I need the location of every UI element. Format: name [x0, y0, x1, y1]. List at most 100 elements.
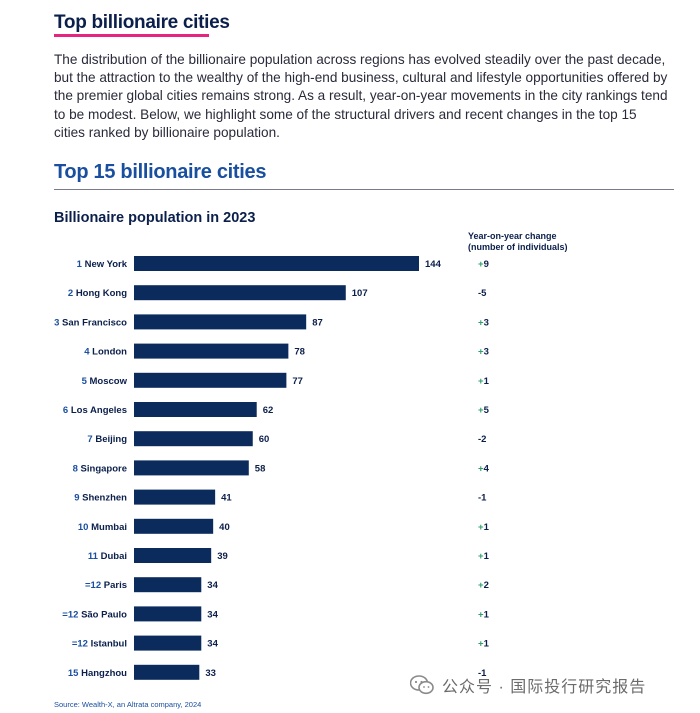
value-label: 87 — [312, 317, 323, 328]
source-note: Source: Wealth-X, an Altrata company, 20… — [54, 700, 202, 709]
rank-label: 7 — [87, 434, 95, 445]
yoy-number: 1 — [484, 609, 490, 620]
yoy-header-line1: Year-on-year change — [468, 231, 557, 241]
value-label: 39 — [217, 551, 228, 562]
yoy-number: 2 — [481, 434, 486, 445]
category-label: 7 Beijing — [87, 434, 127, 445]
yoy-number: 1 — [484, 551, 490, 562]
bar — [134, 314, 307, 330]
value-label: 33 — [205, 668, 216, 679]
rank-label: 15 — [68, 668, 81, 679]
value-label: 62 — [263, 405, 274, 416]
yoy-sign: - — [478, 493, 481, 504]
rank-label: =12 — [72, 639, 91, 650]
chart-heading: Top 15 billionaire cities — [54, 161, 267, 183]
yoy-change-label: +1 — [478, 609, 490, 620]
yoy-change-label: +1 — [478, 551, 490, 562]
value-label: 40 — [219, 522, 230, 533]
city-label: New York — [85, 259, 128, 270]
bar — [134, 518, 214, 534]
yoy-sign: + — [478, 639, 484, 650]
category-label: 10 Mumbai — [78, 522, 127, 533]
yoy-sign: + — [478, 551, 484, 562]
category-label: 15 Hangzhou — [68, 668, 127, 679]
yoy-number: 1 — [484, 639, 490, 650]
watermark: 公众号 · 国际投行研究报告 — [410, 673, 646, 697]
rank-label: 5 — [82, 376, 90, 387]
yoy-change-label: -5 — [478, 288, 487, 299]
city-label: Beijing — [95, 434, 127, 445]
yoy-number: 1 — [481, 668, 487, 679]
yoy-sign: + — [478, 376, 484, 387]
category-label: 2 Hong Kong — [68, 288, 127, 299]
city-label: Dubai — [101, 551, 127, 562]
yoy-number: 3 — [484, 347, 489, 358]
rank-label: 6 — [63, 405, 71, 416]
category-label: 1 New York — [77, 259, 128, 270]
rank-label: 11 — [88, 551, 101, 562]
bar — [134, 402, 257, 417]
city-label: Los Angeles — [71, 405, 127, 416]
yoy-change-label: +2 — [478, 580, 489, 591]
value-label: 34 — [207, 580, 218, 591]
chart-divider — [54, 189, 674, 190]
rank-label: 9 — [74, 493, 82, 504]
bar — [134, 606, 202, 622]
city-label: Hangzhou — [81, 668, 127, 679]
yoy-change-label: +9 — [478, 259, 489, 270]
yoy-sign: + — [478, 317, 484, 328]
yoy-number: 9 — [484, 259, 489, 270]
category-label: =12 Paris — [85, 580, 127, 591]
bar — [134, 343, 289, 359]
yoy-number: 1 — [481, 493, 487, 504]
city-label: Hong Kong — [76, 288, 127, 299]
yoy-sign: + — [478, 347, 484, 358]
bar — [134, 285, 346, 301]
yoy-number: 2 — [484, 580, 489, 591]
value-label: 34 — [207, 639, 218, 650]
category-label: 6 Los Angeles — [63, 405, 127, 416]
city-label: Shenzhen — [82, 493, 127, 504]
value-label: 60 — [259, 434, 270, 445]
yoy-sign: + — [478, 259, 484, 270]
category-label: =12 Istanbul — [72, 639, 127, 650]
yoy-sign: + — [478, 580, 484, 591]
yoy-change-label: +1 — [478, 639, 490, 650]
yoy-number: 1 — [484, 522, 490, 533]
value-label: 77 — [292, 376, 303, 387]
yoy-change-label: -1 — [478, 668, 487, 679]
yoy-change-label: -1 — [478, 493, 487, 504]
rank-label: 8 — [73, 463, 81, 474]
yoy-sign: - — [478, 668, 481, 679]
chart-subtitle: Billionaire population in 2023 — [54, 210, 256, 226]
section-title: Top billionaire cities — [54, 12, 230, 33]
rank-label: =12 — [62, 609, 81, 620]
rank-label: 10 — [78, 522, 91, 533]
wechat-icon — [410, 675, 434, 695]
yoy-sign: + — [478, 405, 484, 416]
intro-paragraph: The distribution of the billionaire popu… — [54, 52, 668, 140]
category-label: 4 London — [84, 347, 127, 358]
bar — [134, 489, 216, 505]
yoy-number: 5 — [481, 288, 487, 299]
category-label: 5 Moscow — [82, 376, 128, 387]
watermark-text: 公众号 · 国际投行研究报告 — [442, 679, 647, 696]
city-label: Paris — [104, 580, 127, 591]
city-label: San Francisco — [62, 317, 127, 328]
city-label: São Paulo — [81, 609, 127, 620]
value-label: 58 — [255, 463, 266, 474]
rank-label: 1 — [77, 259, 85, 270]
yoy-sign: - — [478, 434, 481, 445]
city-label: Mumbai — [91, 522, 127, 533]
yoy-number: 4 — [484, 463, 490, 474]
bar — [134, 431, 253, 447]
yoy-number: 1 — [484, 376, 490, 387]
yoy-change-label: +3 — [478, 347, 489, 358]
yoy-change-label: +3 — [478, 317, 489, 328]
yoy-change-label: +1 — [478, 522, 490, 533]
yoy-change-header: Year-on-year change (number of individua… — [468, 231, 568, 253]
yoy-sign: - — [478, 288, 481, 299]
bar — [134, 548, 212, 563]
yoy-change-label: +5 — [478, 405, 490, 416]
